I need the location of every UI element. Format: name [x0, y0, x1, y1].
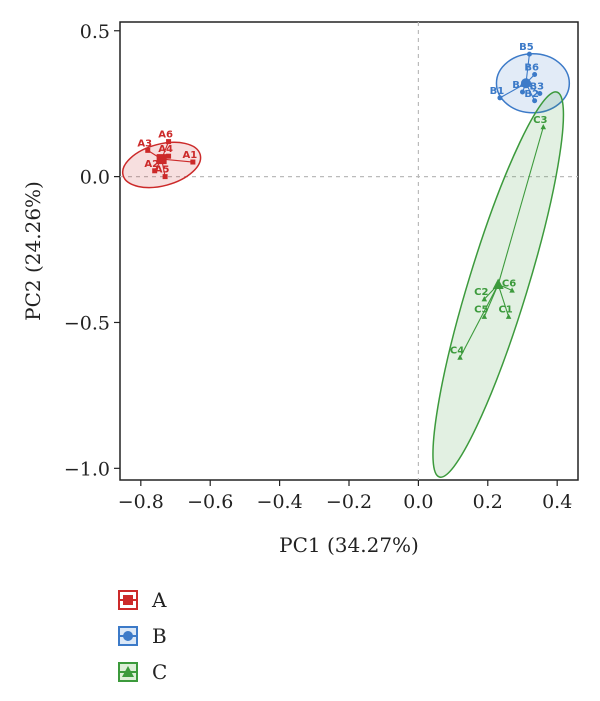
point-label-a3: A3	[137, 138, 152, 149]
point-a2	[152, 168, 158, 174]
spoke-c5	[483, 284, 499, 317]
x-axis-title: PC1 (34.27%)	[279, 533, 419, 557]
point-label-a5: A5	[155, 165, 170, 176]
point-a1	[190, 159, 196, 165]
legend-key-c	[118, 662, 138, 682]
point-label-c2: C2	[474, 287, 488, 298]
point-b4	[519, 89, 525, 95]
x-tick-label: −0.2	[326, 491, 372, 513]
point-label-a1: A1	[183, 150, 198, 161]
x-tick-label: 0.0	[403, 491, 433, 513]
spoke-c4	[459, 284, 499, 358]
point-label-c6: C6	[502, 278, 516, 289]
spoke-c1	[497, 284, 510, 317]
point-a5	[162, 174, 168, 180]
confidence-ellipse-a	[121, 141, 202, 189]
y-tick-label: 0.0	[80, 167, 110, 189]
point-label-b4: B4	[512, 80, 527, 91]
legend-key-b	[118, 626, 138, 646]
point-label-a2: A2	[144, 159, 159, 170]
point-c5	[481, 313, 488, 319]
legend: A B C	[118, 582, 167, 690]
point-b6	[532, 72, 538, 78]
point-label-b1: B1	[490, 86, 505, 97]
x-tick-label: 0.2	[473, 491, 503, 513]
point-c4	[457, 354, 463, 360]
x-tick-label: −0.4	[257, 491, 303, 513]
legend-label-c: C	[152, 660, 168, 684]
point-label-a6: A6	[158, 130, 173, 141]
legend-key-a	[118, 590, 138, 610]
point-a6	[166, 139, 172, 145]
point-label-c3: C3	[533, 115, 547, 126]
point-label-c4: C4	[450, 345, 464, 356]
y-axis-title: PC2 (24.26%)	[21, 181, 45, 321]
point-a4	[166, 153, 172, 159]
centroid-b	[520, 78, 531, 89]
centroid-a	[156, 154, 167, 165]
x-tick-label: 0.4	[542, 491, 572, 513]
point-label-b3: B3	[530, 81, 545, 92]
point-label-c1: C1	[498, 305, 512, 316]
series-c: C1 C2 C3 C4 C5 C6	[432, 91, 565, 478]
point-label-b2: B2	[524, 89, 539, 100]
x-tick-label: −0.6	[187, 491, 233, 513]
y-tick-label: 0.5	[80, 21, 110, 43]
point-label-a4: A4	[158, 144, 173, 155]
y-tick-label: −1.0	[64, 458, 110, 480]
legend-label-a: A	[152, 588, 167, 612]
spoke-c3	[497, 126, 544, 285]
point-label-c5: C5	[474, 305, 488, 316]
y-tick-label: −0.5	[64, 312, 110, 334]
point-b2	[532, 98, 538, 104]
point-b3	[537, 90, 543, 96]
point-b1	[497, 95, 503, 101]
series-a: A1 A2 A3 A4 A5 A6	[121, 130, 202, 189]
point-b5	[526, 51, 532, 57]
point-c1	[505, 313, 512, 319]
spoke-a1	[161, 158, 193, 163]
centroid-c	[492, 278, 504, 290]
point-label-b5: B5	[519, 42, 534, 53]
confidence-ellipse-b	[495, 53, 571, 114]
legend-label-b: B	[152, 624, 167, 648]
point-label-b6: B6	[524, 63, 539, 74]
legend-item-b[interactable]: B	[118, 618, 167, 654]
x-tick-label: −0.8	[118, 491, 164, 513]
point-a3	[145, 147, 151, 153]
point-c6	[509, 287, 515, 293]
point-c2	[481, 296, 488, 302]
legend-item-c[interactable]: C	[118, 654, 167, 690]
point-c3	[540, 124, 547, 130]
legend-item-a[interactable]: A	[118, 582, 167, 618]
